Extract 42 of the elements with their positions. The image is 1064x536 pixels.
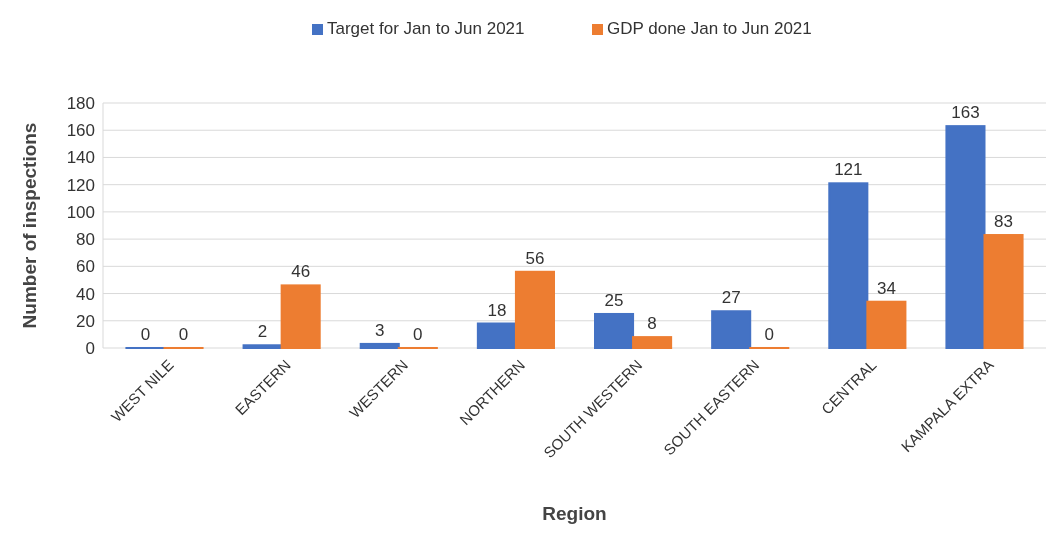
y-tick-label: 40 bbox=[76, 284, 95, 304]
y-tick-label: 20 bbox=[76, 311, 95, 331]
y-tick-label: 120 bbox=[66, 175, 95, 195]
bar bbox=[476, 322, 517, 349]
bar bbox=[514, 270, 555, 349]
bar bbox=[359, 342, 400, 349]
bar bbox=[711, 310, 752, 349]
y-tick-label: 140 bbox=[66, 148, 95, 168]
data-label: 46 bbox=[291, 262, 311, 282]
bar bbox=[242, 344, 283, 349]
data-label: 0 bbox=[178, 324, 189, 344]
y-tick-label: 160 bbox=[66, 121, 95, 141]
bar bbox=[828, 182, 869, 349]
legend-label: Target for Jan to Jun 2021 bbox=[327, 19, 525, 38]
y-axis-title: Number of inspections bbox=[19, 122, 40, 329]
data-label: 83 bbox=[994, 212, 1013, 232]
y-tick-label: 180 bbox=[66, 93, 95, 113]
bar bbox=[632, 336, 673, 349]
data-label: 25 bbox=[604, 290, 624, 310]
bar bbox=[594, 312, 635, 349]
data-label: 56 bbox=[525, 248, 545, 268]
bar bbox=[866, 300, 907, 349]
y-tick-label: 60 bbox=[76, 257, 95, 277]
x-axis-title: Region bbox=[542, 503, 607, 524]
y-tick-label: 100 bbox=[66, 202, 95, 222]
data-label: 0 bbox=[140, 324, 151, 344]
data-label: 0 bbox=[413, 324, 423, 344]
bar bbox=[945, 125, 986, 349]
y-tick-label: 80 bbox=[76, 230, 95, 250]
y-tick-label: 0 bbox=[85, 338, 95, 358]
data-label: 0 bbox=[764, 324, 774, 344]
data-label: 121 bbox=[834, 160, 863, 180]
data-label: 27 bbox=[721, 288, 741, 308]
bar bbox=[983, 234, 1024, 349]
data-label: 34 bbox=[876, 278, 896, 298]
data-label: 18 bbox=[487, 300, 507, 320]
data-label: 2 bbox=[257, 322, 268, 342]
data-label: 163 bbox=[951, 103, 980, 123]
bar bbox=[280, 284, 321, 349]
legend-label: GDP done Jan to Jun 2021 bbox=[607, 19, 812, 38]
data-label: 3 bbox=[375, 320, 385, 340]
data-label: 8 bbox=[647, 314, 657, 334]
